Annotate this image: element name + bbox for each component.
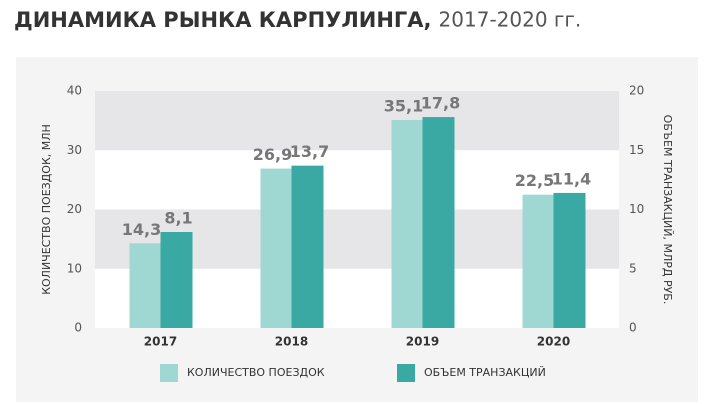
y-tick-label: 10: [67, 261, 82, 275]
value-label: 26,9: [253, 145, 292, 164]
y2-tick-label: 5: [629, 261, 637, 275]
chart-subtitle: 2017-2020 гг.: [439, 8, 582, 32]
x-tick-label: 2017: [144, 335, 177, 349]
legend-label: ОБЪЕМ ТРАНЗАКЦИЙ: [424, 366, 546, 379]
y-tick-label: 40: [67, 84, 82, 98]
bar: [291, 165, 324, 328]
y2-tick-label: 15: [629, 143, 644, 157]
legend-label: КОЛИЧЕСТВО ПОЕЗДОК: [187, 366, 325, 379]
y-tick-label: 30: [67, 143, 82, 157]
y-axis-label: КОЛИЧЕСТВО ПОЕЗДОК, МЛН: [40, 124, 53, 295]
y2-tick-label: 0: [629, 321, 637, 335]
bar: [160, 232, 193, 328]
chart-title: ДИНАМИКА РЫНКА КАРПУЛИНГА,: [14, 8, 432, 32]
grid-band: [95, 91, 619, 151]
x-tick-label: 2018: [275, 335, 308, 349]
value-label: 11,4: [552, 169, 591, 188]
bar: [422, 117, 455, 328]
value-label: 17,8: [421, 94, 460, 113]
value-label: 35,1: [384, 97, 423, 116]
value-label: 14,3: [122, 220, 161, 239]
value-label: 8,1: [164, 209, 192, 228]
x-tick-label: 2020: [537, 335, 570, 349]
value-label: 13,7: [290, 142, 329, 161]
y-tick-label: 20: [67, 202, 82, 216]
x-tick-label: 2019: [406, 335, 439, 349]
legend-swatch: [160, 364, 178, 382]
bar: [553, 192, 586, 328]
y2-axis-label: ОБЪЕМ ТРАНЗАКЦИЙ, МЛРД РУБ.: [661, 115, 674, 305]
bar: [522, 194, 555, 328]
y2-tick-label: 10: [629, 202, 644, 216]
bar: [260, 168, 293, 328]
bar: [391, 120, 424, 328]
value-label: 22,5: [515, 171, 554, 190]
legend-swatch: [397, 364, 415, 382]
y2-tick-label: 20: [629, 84, 644, 98]
y-tick-label: 0: [74, 321, 82, 335]
bar: [129, 243, 162, 328]
